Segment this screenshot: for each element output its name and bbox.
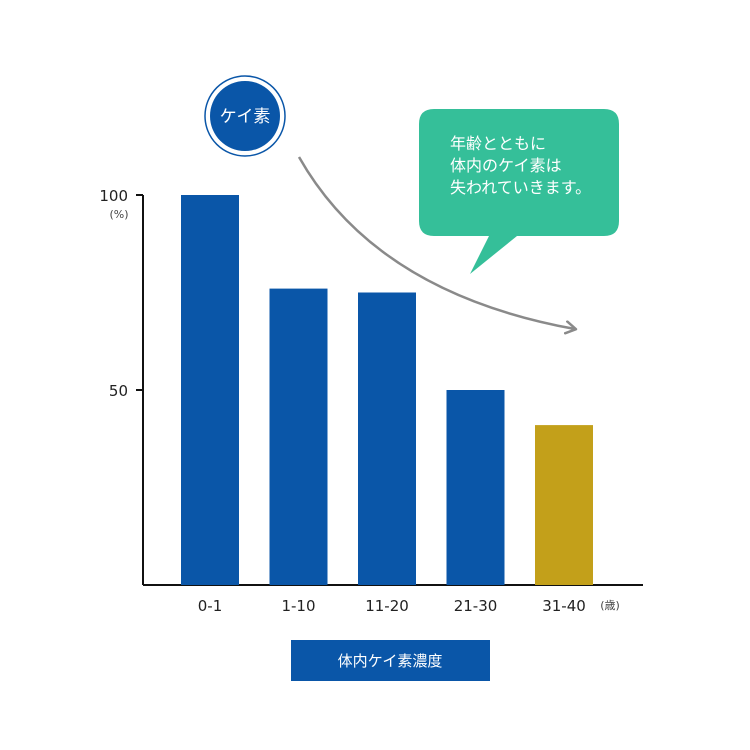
y-tick-label-100: 100	[99, 187, 128, 205]
y-unit-label: (%)	[109, 208, 128, 221]
bar-1-10	[269, 288, 328, 585]
y-tick-label-50: 50	[109, 382, 128, 400]
legend-box	[291, 640, 490, 681]
bar-21-30	[446, 390, 505, 585]
trend-arrow	[297, 156, 575, 329]
category-label-31-40: 31-40	[542, 597, 586, 615]
category-label-1-10: 1-10	[281, 597, 315, 615]
legend-label: 体内ケイ素濃度	[338, 652, 443, 670]
callout-line-1: 年齢とともに	[450, 134, 546, 153]
badge-label: ケイ素	[220, 107, 271, 127]
callout-line-2: 体内のケイ素は	[450, 156, 562, 175]
bar-0-1	[181, 195, 239, 585]
category-labels-group: 0-1 1-10 11-20 21-30 31-40	[198, 597, 586, 615]
bar-11-20	[358, 292, 416, 585]
callout-line-3: 失われていきます。	[450, 178, 591, 197]
category-label-11-20: 11-20	[365, 597, 409, 615]
x-unit-label: (歳)	[600, 599, 620, 612]
bars-group	[181, 195, 593, 585]
badge-circle	[210, 81, 280, 151]
callout-bubble: 年齢とともに 体内のケイ素は 失われていきます。	[419, 109, 619, 274]
callout-shape	[419, 109, 619, 274]
category-label-0-1: 0-1	[198, 597, 223, 615]
silicon-badge: ケイ素	[204, 75, 286, 157]
bar-31-40	[535, 425, 593, 585]
category-label-21-30: 21-30	[454, 597, 498, 615]
legend: 体内ケイ素濃度	[291, 640, 490, 681]
